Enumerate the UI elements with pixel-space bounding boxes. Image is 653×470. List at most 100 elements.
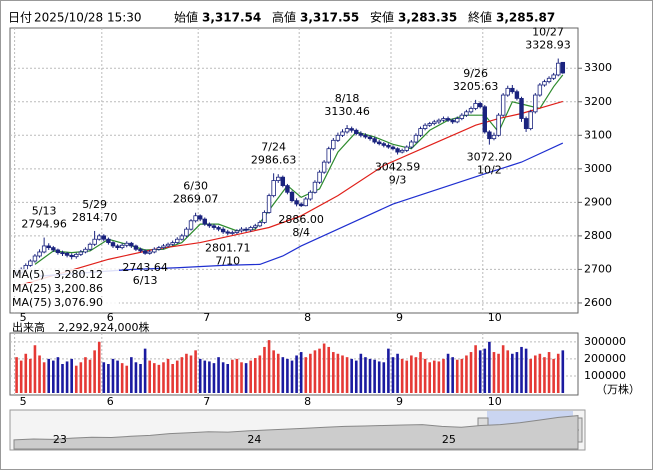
volume-bar — [281, 357, 285, 393]
candle-body — [129, 242, 134, 247]
volume-bar — [524, 348, 528, 393]
volume-bar — [341, 355, 344, 393]
header-text: 終値 — [468, 10, 492, 25]
volume-bar — [70, 358, 73, 393]
volume-bar — [194, 350, 197, 393]
legend-bg — [11, 297, 119, 310]
candle-body — [276, 176, 281, 181]
volume-unit: （万株） — [596, 382, 640, 396]
candle-body — [197, 215, 203, 220]
volume-bar — [111, 358, 115, 393]
volume-bar — [460, 358, 464, 393]
volume-bar — [442, 358, 445, 393]
candle-body — [193, 215, 198, 222]
annotation-date: 9/26 — [463, 67, 488, 80]
legend-value: 3,076.90 — [54, 296, 103, 309]
volume-bar — [130, 357, 133, 393]
candle-body — [542, 81, 547, 86]
candle-body — [331, 139, 336, 150]
volume-bar — [364, 357, 367, 393]
x-tick-label: 6 — [107, 311, 114, 324]
x-tick-label: 5 — [20, 311, 27, 324]
header-text: 3,283.35 — [398, 11, 457, 25]
volume-bar — [267, 340, 271, 393]
candle-body — [152, 248, 157, 253]
volume-bar — [511, 353, 514, 393]
annotation-date: 5/13 — [32, 205, 57, 218]
candle-body — [445, 118, 451, 121]
candle-body — [207, 223, 212, 227]
volume-bar — [304, 357, 308, 393]
volume-bar — [212, 363, 216, 393]
volume-bar — [148, 360, 152, 393]
annotation-value: 2814.70 — [72, 211, 118, 224]
candle-body — [551, 74, 556, 79]
volume-bar — [244, 363, 248, 393]
candle-body — [308, 191, 313, 200]
candle-body — [142, 250, 148, 254]
candle-body — [321, 161, 327, 173]
candle-body — [482, 106, 487, 133]
annotation-date: 9/3 — [389, 174, 407, 187]
volume-bar — [24, 353, 28, 393]
volume-bar — [198, 358, 202, 393]
candle-body — [225, 231, 230, 234]
volume-bar — [446, 353, 450, 393]
volume-bar — [451, 357, 454, 393]
candle-body — [409, 141, 414, 148]
volume-bar — [387, 348, 390, 393]
candle-body — [505, 87, 510, 96]
y-tick-label: 2800 — [584, 229, 612, 242]
volume-bar — [235, 358, 239, 393]
candle-body — [298, 203, 304, 207]
volume-bar — [469, 352, 473, 393]
annotation-date: 6/30 — [183, 180, 208, 193]
candle-body — [124, 242, 129, 246]
candle-body — [289, 191, 295, 202]
candle-body — [216, 227, 221, 230]
volume-bar — [561, 350, 565, 393]
y-tick-label: 3000 — [584, 162, 612, 175]
y-tick-label: 3300 — [584, 61, 612, 74]
navigator-area — [13, 415, 579, 450]
annotation-value: 3130.46 — [324, 105, 370, 118]
legend-bg — [11, 283, 119, 296]
volume-bar — [547, 352, 551, 393]
annotation-date: 8/4 — [292, 226, 310, 239]
volume-bar — [465, 355, 468, 393]
candle-body — [280, 176, 286, 186]
volume-bar — [120, 363, 124, 393]
volume-bar — [474, 345, 477, 393]
candle-body — [28, 260, 33, 266]
volume-bar — [189, 355, 193, 393]
candle-body — [477, 103, 483, 108]
volume-bar — [29, 358, 32, 393]
volume-bar — [400, 358, 404, 393]
volume-bar — [107, 364, 110, 393]
candle-body — [156, 247, 162, 250]
candle-body — [358, 133, 364, 136]
candle-body — [450, 119, 455, 123]
candle-body — [455, 118, 460, 123]
candle-body — [119, 244, 125, 249]
candle-body — [230, 232, 235, 234]
candle-body — [427, 123, 432, 126]
candle-body — [179, 235, 185, 240]
header-text: 2025/10/28 15:30 — [34, 11, 142, 25]
candle-body — [147, 251, 152, 254]
candle-body — [257, 222, 263, 227]
volume-bar — [286, 358, 289, 393]
candle-body — [161, 245, 166, 249]
candle-body — [138, 248, 143, 252]
volume-bar — [116, 360, 119, 393]
candle-body — [496, 114, 501, 136]
candle-body — [422, 124, 428, 129]
annotation-value: 2801.71 — [205, 241, 251, 254]
volume-bar — [501, 345, 505, 393]
volume-bar — [258, 355, 262, 393]
volume-bar — [506, 350, 510, 393]
header-text: 始値 — [174, 10, 198, 25]
volume-bar — [538, 353, 542, 393]
candle-body — [537, 84, 543, 96]
candle-body — [464, 111, 469, 116]
